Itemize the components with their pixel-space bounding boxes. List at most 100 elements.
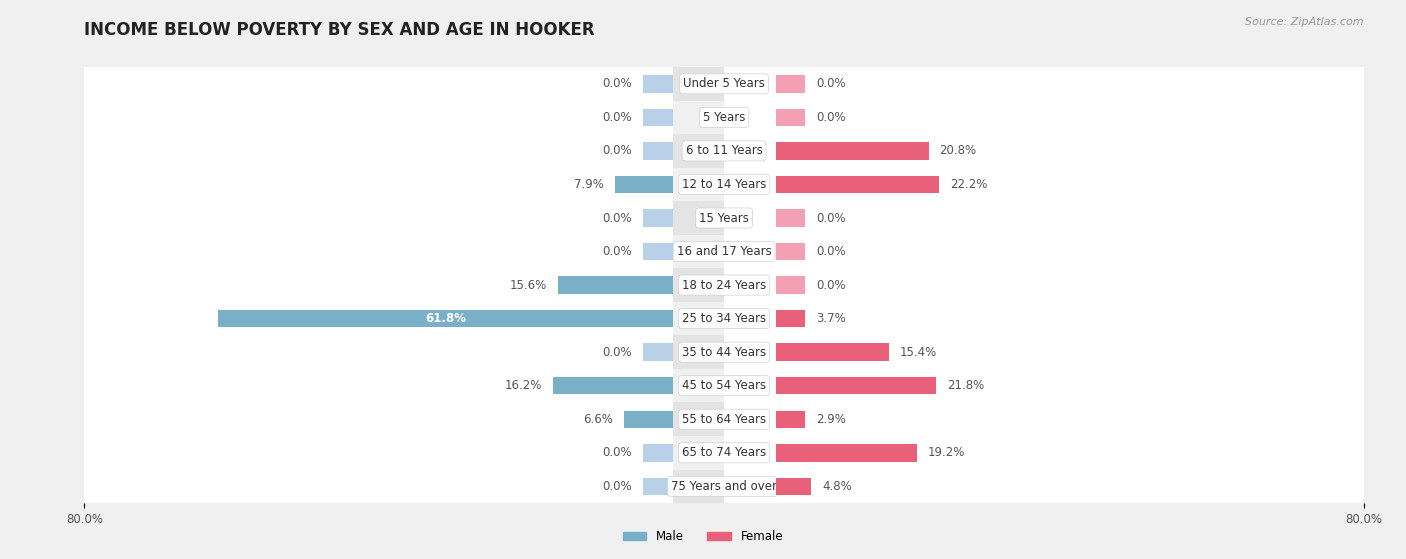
Bar <box>218 310 672 328</box>
Bar <box>672 67 1406 101</box>
Bar <box>643 243 672 260</box>
Bar <box>624 410 672 428</box>
Text: 61.8%: 61.8% <box>425 312 465 325</box>
Text: 3.7%: 3.7% <box>815 312 846 325</box>
Text: INCOME BELOW POVERTY BY SEX AND AGE IN HOOKER: INCOME BELOW POVERTY BY SEX AND AGE IN H… <box>84 21 595 39</box>
Text: 12 to 14 Years: 12 to 14 Years <box>682 178 766 191</box>
Bar <box>776 243 806 260</box>
Text: 16 and 17 Years: 16 and 17 Years <box>676 245 772 258</box>
Bar <box>643 477 672 495</box>
Bar <box>0 335 724 369</box>
Text: 0.0%: 0.0% <box>603 111 633 124</box>
Bar <box>0 134 724 168</box>
Bar <box>0 470 776 503</box>
Text: 0.0%: 0.0% <box>603 480 633 493</box>
Text: 15 Years: 15 Years <box>699 211 749 225</box>
Bar <box>776 75 806 93</box>
Text: 19.2%: 19.2% <box>928 446 965 459</box>
Bar <box>672 101 1406 134</box>
Text: 0.0%: 0.0% <box>603 144 633 158</box>
Text: 55 to 64 Years: 55 to 64 Years <box>682 413 766 426</box>
Text: 15.4%: 15.4% <box>900 345 936 359</box>
Text: 20.8%: 20.8% <box>939 144 977 158</box>
Bar <box>0 335 776 369</box>
Bar <box>776 343 889 361</box>
Text: 5 Years: 5 Years <box>703 111 745 124</box>
Bar <box>776 477 811 495</box>
Text: 35 to 44 Years: 35 to 44 Years <box>682 345 766 359</box>
Bar <box>672 335 1406 369</box>
Text: 7.9%: 7.9% <box>574 178 603 191</box>
Bar <box>643 343 672 361</box>
Bar <box>0 302 724 335</box>
Bar <box>0 235 776 268</box>
Bar <box>0 101 724 134</box>
Text: 21.8%: 21.8% <box>946 379 984 392</box>
Bar <box>672 369 1406 402</box>
Bar <box>672 302 1406 335</box>
Bar <box>0 168 776 201</box>
Bar <box>643 209 672 227</box>
Bar <box>0 67 776 101</box>
Text: 0.0%: 0.0% <box>603 77 633 91</box>
Bar <box>672 134 1406 168</box>
Bar <box>0 369 776 402</box>
Bar <box>614 176 672 193</box>
Bar <box>0 436 724 470</box>
Text: 65 to 74 Years: 65 to 74 Years <box>682 446 766 459</box>
Bar <box>643 142 672 160</box>
Text: 45 to 54 Years: 45 to 54 Years <box>682 379 766 392</box>
Bar <box>672 470 1406 503</box>
Text: 16.2%: 16.2% <box>505 379 543 392</box>
Bar <box>0 201 776 235</box>
Bar <box>672 168 1406 201</box>
Text: 6.6%: 6.6% <box>583 413 613 426</box>
Bar <box>0 436 776 470</box>
Text: 15.6%: 15.6% <box>509 278 547 292</box>
Text: 0.0%: 0.0% <box>603 345 633 359</box>
Text: 22.2%: 22.2% <box>950 178 987 191</box>
Text: 4.8%: 4.8% <box>823 480 852 493</box>
Bar <box>554 377 672 395</box>
Text: 0.0%: 0.0% <box>603 245 633 258</box>
Text: 0.0%: 0.0% <box>815 278 845 292</box>
Bar <box>643 444 672 462</box>
Bar <box>558 276 672 294</box>
Bar <box>0 101 776 134</box>
Bar <box>0 235 724 268</box>
Legend: Male, Female: Male, Female <box>619 525 787 547</box>
Bar <box>776 209 806 227</box>
Bar <box>0 402 724 436</box>
Text: 0.0%: 0.0% <box>815 77 845 91</box>
Bar <box>0 67 724 101</box>
Bar <box>643 75 672 93</box>
Bar <box>0 134 776 168</box>
Bar <box>672 201 1406 235</box>
Bar <box>672 235 1406 268</box>
Text: 75 Years and over: 75 Years and over <box>671 480 778 493</box>
Text: 6 to 11 Years: 6 to 11 Years <box>686 144 762 158</box>
Text: 0.0%: 0.0% <box>603 446 633 459</box>
Bar <box>776 444 917 462</box>
Bar <box>776 176 939 193</box>
Bar <box>0 268 776 302</box>
Text: Under 5 Years: Under 5 Years <box>683 77 765 91</box>
Bar <box>776 108 806 126</box>
Text: 0.0%: 0.0% <box>815 111 845 124</box>
Bar <box>776 410 806 428</box>
Bar <box>672 402 1406 436</box>
Bar <box>0 402 776 436</box>
Bar <box>672 268 1406 302</box>
Bar <box>0 268 724 302</box>
Text: Source: ZipAtlas.com: Source: ZipAtlas.com <box>1246 17 1364 27</box>
Bar <box>0 369 724 402</box>
Text: 0.0%: 0.0% <box>815 211 845 225</box>
Bar <box>643 108 672 126</box>
Bar <box>0 201 724 235</box>
Text: 25 to 34 Years: 25 to 34 Years <box>682 312 766 325</box>
Bar <box>0 470 724 503</box>
Text: 0.0%: 0.0% <box>815 245 845 258</box>
Text: 18 to 24 Years: 18 to 24 Years <box>682 278 766 292</box>
Text: 2.9%: 2.9% <box>815 413 846 426</box>
Bar <box>776 142 928 160</box>
